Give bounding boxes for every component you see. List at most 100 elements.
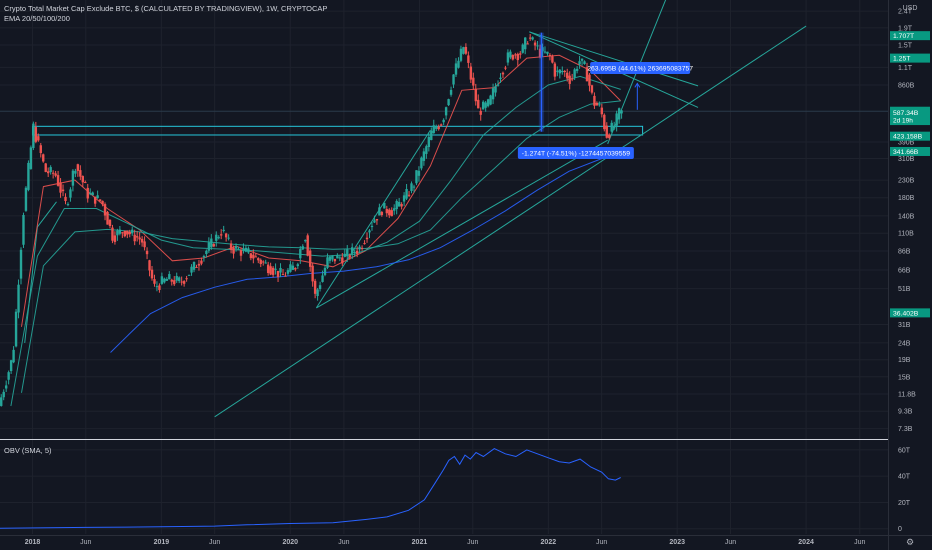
candle-body [118, 229, 122, 234]
candle-body [533, 42, 537, 46]
candle-body [323, 267, 327, 275]
obv-line [0, 448, 621, 529]
candle-body [333, 258, 337, 262]
candle-body [9, 360, 13, 372]
price-axis-bg [888, 0, 932, 550]
y-tick-label: 31B [898, 322, 911, 329]
candle-body [51, 172, 55, 174]
candle-body [294, 267, 297, 270]
obv-y-tick-label: 0 [898, 526, 902, 533]
candle-body [583, 61, 586, 65]
candle-body [496, 84, 500, 86]
candle-body [452, 74, 455, 85]
candle-body [242, 248, 245, 251]
candle-body [135, 236, 139, 238]
candle-body [499, 77, 502, 80]
y-tick-label: 2.4T [898, 9, 913, 16]
candle-body [608, 134, 611, 138]
y-tick-label: 140B [898, 213, 915, 220]
candle-body [200, 260, 203, 264]
candle-body [229, 243, 233, 250]
chart-title: Crypto Total Market Cap Exclude BTC, $ (… [4, 4, 328, 13]
candle-body [187, 274, 191, 276]
candle-body [180, 281, 183, 283]
candle-body [262, 261, 265, 263]
candle-body [123, 230, 127, 237]
ema20-line [21, 54, 622, 327]
candle-body [395, 200, 398, 210]
candle-body [341, 257, 344, 264]
x-tick-label: 2021 [412, 539, 428, 546]
candle-body [86, 187, 89, 199]
candle-body [437, 126, 440, 130]
candle-body [116, 230, 119, 236]
candle-body [266, 264, 270, 274]
candle-body [365, 237, 369, 240]
measure-up-label-bg [590, 61, 691, 74]
candle-body [526, 43, 529, 45]
candle-body [360, 247, 364, 249]
x-tick-label: Jun [467, 539, 478, 546]
obv-y-tick-label: 40T [898, 474, 911, 481]
candle-body [281, 274, 285, 276]
candle-body [415, 170, 418, 184]
candle-body [331, 255, 334, 260]
candle-body [143, 241, 146, 248]
candle-body [158, 285, 161, 290]
candle-body [195, 266, 198, 268]
candle-body [29, 147, 33, 169]
candle-body [318, 285, 322, 289]
candle-body [494, 86, 497, 93]
candle-body [217, 237, 220, 239]
x-tick-label: Jun [596, 539, 607, 546]
price-label-bg [890, 31, 930, 41]
candle-body [563, 70, 566, 72]
candle-body [402, 195, 406, 202]
candle-body [22, 215, 25, 245]
candle-body [170, 279, 173, 282]
candle-body [14, 311, 18, 347]
candle-body [516, 53, 519, 61]
candle-body [355, 250, 359, 254]
candle-body [44, 163, 47, 172]
candle-body [131, 229, 134, 234]
candle-body [160, 276, 164, 284]
candle-body [257, 258, 260, 261]
candle-body [291, 265, 295, 270]
candle-body [301, 246, 304, 250]
candle-body [89, 193, 92, 195]
candle-body [155, 286, 159, 288]
candle-body [2, 391, 5, 398]
x-tick-label: 2020 [282, 539, 298, 546]
candle-body [375, 218, 379, 221]
candle-body [610, 122, 613, 132]
candle-body [284, 275, 287, 277]
candle-body [64, 196, 67, 201]
candle-body [321, 275, 324, 282]
candle-body [474, 88, 477, 102]
y-tick-label: 1.5T [898, 42, 913, 49]
y-tick-label: 1.9T [898, 25, 913, 32]
candle-body [212, 244, 215, 247]
candle-body [163, 278, 166, 283]
candle-body [551, 56, 554, 63]
candle-body [388, 209, 391, 216]
candle-body [153, 279, 156, 284]
price-label-bg [890, 108, 930, 126]
candle-body [519, 53, 522, 55]
gear-icon[interactable]: ⚙ [906, 537, 914, 547]
candle-body [427, 136, 431, 148]
y-tick-label: 15B [898, 374, 911, 381]
candle-body [239, 250, 243, 256]
price-label-bg [890, 308, 930, 318]
candle-body [605, 125, 608, 138]
candle-body [311, 265, 314, 282]
candle-body [93, 196, 97, 204]
candle-body [168, 274, 171, 280]
candle-body [489, 95, 492, 105]
candle-body [96, 195, 99, 199]
candle-body [4, 385, 8, 389]
price-label: 1.25T [893, 56, 910, 63]
candle-body [234, 246, 238, 249]
